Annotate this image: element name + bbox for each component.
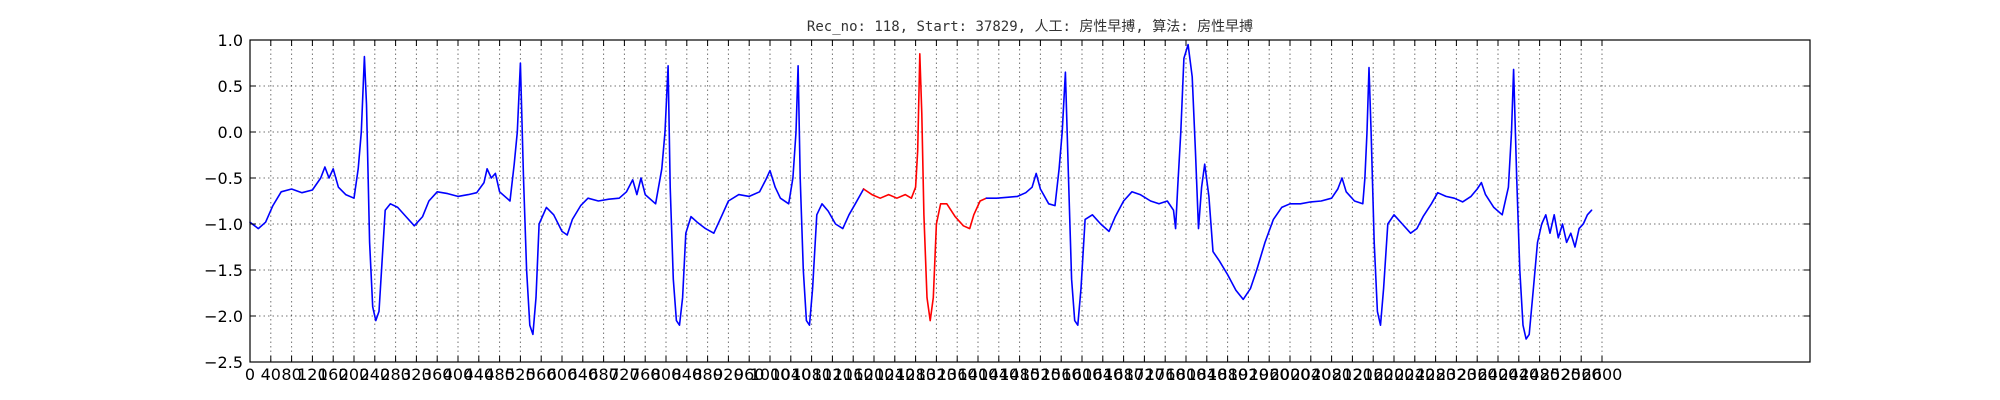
x-tick-label: 1880 <box>1207 365 1248 384</box>
grid <box>250 40 1810 362</box>
x-tick-label: 1400 <box>958 365 999 384</box>
x-tick-label: 880 <box>692 365 723 384</box>
x-tick-label: 1720 <box>1124 365 1165 384</box>
y-tick-label: −2.5 <box>204 353 243 372</box>
x-tick-label: 280 <box>380 365 411 384</box>
plot-frame <box>249 39 1811 363</box>
x-axis: 0 40 8012016020024028032036040044048052056… <box>245 40 1622 384</box>
x-tick-label: 840 <box>672 365 703 384</box>
x-tick-label: 2240 <box>1394 365 1435 384</box>
y-tick-label: 0.0 <box>218 123 243 142</box>
x-tick-label: 1000 <box>750 365 791 384</box>
x-tick-label: 600 <box>547 365 578 384</box>
x-tick-label: 1160 <box>833 365 874 384</box>
x-tick-label: 1960 <box>1249 365 1290 384</box>
x-tick-label: 440 <box>464 365 495 384</box>
x-tick-label: 0 <box>245 365 255 384</box>
x-tick-label: 1040 <box>770 365 811 384</box>
ecg-series-line-2 <box>862 52 988 322</box>
x-tick-label: 1800 <box>1166 365 1207 384</box>
x-tick-label: 2600 <box>1582 365 1623 384</box>
x-tick-label: 2480 <box>1519 365 1560 384</box>
y-tick-label: −1.0 <box>204 215 243 234</box>
ecg-series-line-3 <box>985 43 1593 340</box>
y-tick-label: 0.5 <box>218 77 243 96</box>
x-tick-label: 2040 <box>1290 365 1331 384</box>
series-layer <box>249 43 1593 340</box>
x-tick-label: 1360 <box>937 365 978 384</box>
x-tick-label: 2440 <box>1498 365 1539 384</box>
x-tick-label: 1120 <box>812 365 853 384</box>
x-tick-label: 1480 <box>999 365 1040 384</box>
chart-title: Rec_no: 118, Start: 37829, 人工: 房性早搏, 算法:… <box>807 18 1253 35</box>
x-tick-label: 920 <box>713 365 744 384</box>
x-tick-label: 2560 <box>1561 365 1602 384</box>
x-tick-label: 2000 <box>1270 365 1311 384</box>
x-tick-label: 1600 <box>1062 365 1103 384</box>
x-tick-label: 2200 <box>1374 365 1415 384</box>
x-tick-label: 520 <box>505 365 536 384</box>
x-tick-label: 1200 <box>854 365 895 384</box>
x-tick-label: 1920 <box>1228 365 1269 384</box>
x-tick-label: 960 <box>734 365 765 384</box>
x-tick-label: 2080 <box>1311 365 1352 384</box>
x-tick-label: 2160 <box>1353 365 1394 384</box>
x-tick-label: 2360 <box>1457 365 1498 384</box>
x-tick-label: 120 <box>297 365 328 384</box>
x-tick-label: 2520 <box>1540 365 1581 384</box>
x-tick-label: 1280 <box>895 365 936 384</box>
x-tick-label: 160 <box>318 365 349 384</box>
y-tick-label: 1.0 <box>218 31 243 50</box>
x-tick-label: 1560 <box>1041 365 1082 384</box>
x-tick-label: 1520 <box>1020 365 1061 384</box>
x-tick-label: 680 <box>588 365 619 384</box>
x-tick-label: 80 <box>281 365 301 384</box>
x-tick-label: 2280 <box>1415 365 1456 384</box>
y-tick-label: −1.5 <box>204 261 243 280</box>
x-tick-label: 40 <box>261 365 281 384</box>
x-tick-label: 1440 <box>978 365 1019 384</box>
x-tick-label: 560 <box>526 365 557 384</box>
y-axis: 1.0 0.5 0.0 −0.5 −1.0 −1.5 −2.0 −2.5 <box>204 31 1810 372</box>
x-tick-label: 1320 <box>916 365 957 384</box>
x-tick-label: 200 <box>339 365 370 384</box>
ecg-series-line-1 <box>249 55 865 336</box>
x-tick-label: 1240 <box>874 365 915 384</box>
y-tick-label: −0.5 <box>204 169 243 188</box>
y-tick-label: −2.0 <box>204 307 243 326</box>
x-tick-label: 1640 <box>1082 365 1123 384</box>
x-tick-label: 1760 <box>1145 365 1186 384</box>
x-tick-label: 800 <box>651 365 682 384</box>
x-tick-label: 760 <box>630 365 661 384</box>
x-tick-label: 1680 <box>1103 365 1144 384</box>
x-tick-label: 400 <box>443 365 474 384</box>
x-tick-label: 2400 <box>1478 365 1519 384</box>
x-tick-label: 320 <box>401 365 432 384</box>
x-tick-label: 240 <box>360 365 391 384</box>
x-tick-label: 2120 <box>1332 365 1373 384</box>
x-tick-label: 1080 <box>791 365 832 384</box>
x-tick-label: 480 <box>484 365 515 384</box>
x-tick-label: 2320 <box>1436 365 1477 384</box>
x-tick-label: 1840 <box>1186 365 1227 384</box>
x-tick-label: 640 <box>568 365 599 384</box>
x-tick-label: 360 <box>422 365 453 384</box>
x-tick-label: 720 <box>609 365 640 384</box>
